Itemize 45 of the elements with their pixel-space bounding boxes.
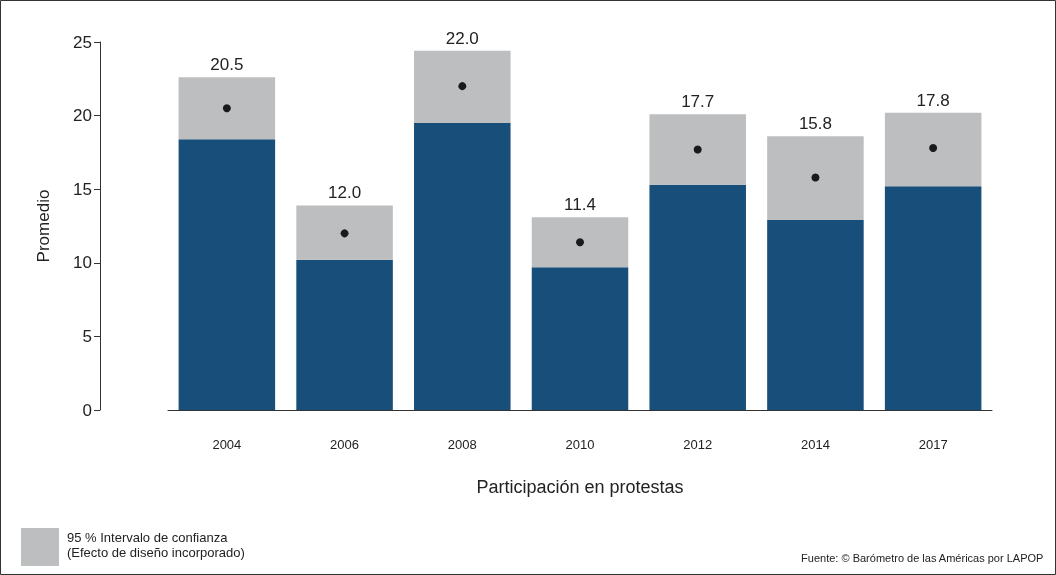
point bbox=[929, 143, 938, 152]
bar bbox=[767, 136, 864, 221]
data-label: 17.8 bbox=[916, 90, 950, 110]
bar bbox=[531, 267, 629, 410]
y-tick-label: 20 bbox=[73, 106, 92, 126]
point bbox=[693, 145, 702, 154]
bar bbox=[296, 205, 393, 260]
y-tick-label: 25 bbox=[73, 32, 92, 52]
x-axis-title: Participación en protestas bbox=[476, 477, 684, 497]
data-label: 12.0 bbox=[328, 183, 362, 203]
data-label: 15.8 bbox=[798, 114, 832, 134]
x-tick-label: 2008 bbox=[447, 437, 477, 452]
bar bbox=[296, 259, 393, 410]
y-axis-title: Promedio bbox=[34, 189, 53, 263]
bar bbox=[884, 186, 982, 410]
data-label: 22.0 bbox=[445, 28, 479, 48]
data-label: 17.7 bbox=[681, 92, 715, 112]
bar bbox=[178, 139, 276, 410]
x-tick-label: 2010 bbox=[565, 437, 595, 452]
x-tick-label: 2004 bbox=[212, 437, 242, 452]
text: 95 % Intervalo de confianza (Efecto de diseño incorporado) bbox=[67, 530, 246, 560]
point bbox=[458, 82, 467, 91]
data-label: 11.4 bbox=[564, 195, 596, 215]
x-tick-label: 2014 bbox=[800, 437, 830, 452]
bar bbox=[414, 122, 511, 410]
y-tick-label: 0 bbox=[82, 400, 92, 420]
point bbox=[340, 229, 349, 238]
source-note: Fuente: © Barómetro de las Américas por LAPOP bbox=[801, 551, 1044, 564]
x-tick-label: 2012 bbox=[683, 437, 713, 452]
y-tick-label: 15 bbox=[73, 179, 92, 199]
bar bbox=[767, 220, 864, 410]
point bbox=[222, 104, 231, 113]
bar bbox=[414, 50, 511, 123]
point bbox=[576, 238, 584, 247]
x-tick-label: 2017 bbox=[918, 437, 948, 452]
bar bbox=[531, 217, 629, 268]
y-tick-label: 5 bbox=[82, 326, 92, 346]
x-tick-label: 2006 bbox=[330, 437, 360, 452]
y-tick-label: 10 bbox=[73, 253, 92, 273]
point bbox=[811, 173, 820, 182]
data-label: 20.5 bbox=[210, 55, 244, 75]
bar bbox=[884, 112, 982, 187]
bar bbox=[649, 184, 746, 410]
bar bbox=[178, 77, 276, 140]
bar bbox=[649, 114, 746, 185]
